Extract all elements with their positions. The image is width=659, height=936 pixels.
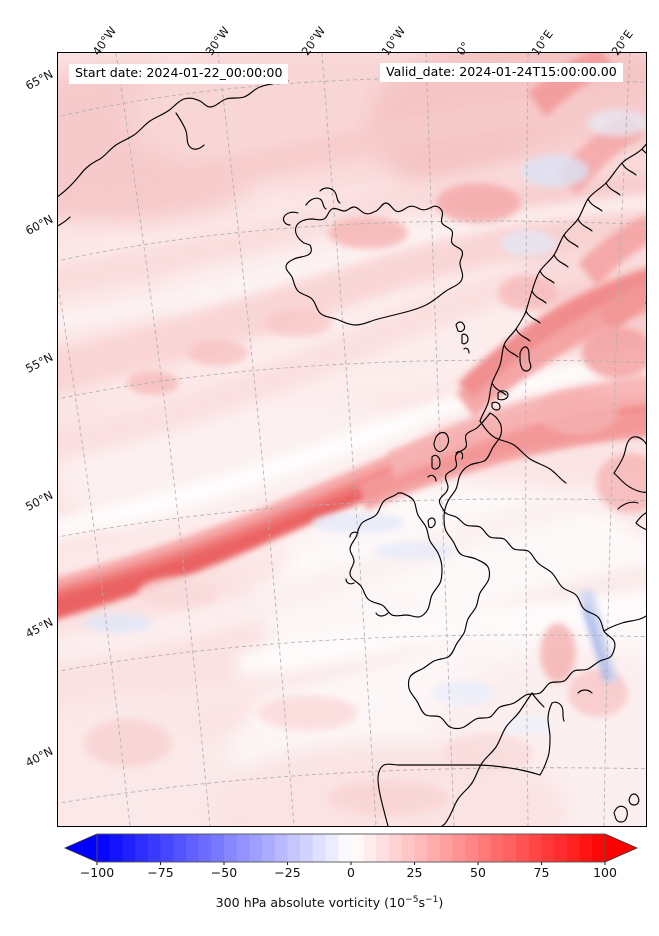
colorbar-segment (376, 834, 390, 862)
colorbar-extend-max-arrow (604, 833, 638, 863)
colorbar-title-units-s: s (418, 895, 426, 911)
colorbar-tick-marks (96, 862, 606, 865)
colorbar-tick-label-0: 0 (347, 865, 355, 880)
colorbar-segment (249, 834, 263, 862)
colorbar-segment (592, 834, 606, 862)
colorbar-segment (160, 834, 174, 862)
colorbar-segment (211, 834, 225, 862)
colorbar-segment (274, 834, 288, 862)
lat-tick-label-40n: 40°N (23, 743, 56, 770)
colorbar-segment (312, 834, 326, 862)
colorbar-segment (236, 834, 250, 862)
colorbar-segment (478, 834, 492, 862)
colorbar-segment (224, 834, 238, 862)
colorbar-segment (351, 834, 365, 862)
colorbar-segment (198, 834, 212, 862)
colorbar-segment (173, 834, 187, 862)
colorbar-tick-label-m50: −50 (210, 865, 238, 880)
lat-tick-label-55n: 55°N (23, 349, 56, 376)
colorbar-segment (97, 834, 111, 862)
lat-tick-label-65n: 65°N (23, 66, 56, 93)
colorbar-segment (427, 834, 441, 862)
colorbar-segment (554, 834, 568, 862)
colorbar-segment (287, 834, 301, 862)
colorbar-segment (135, 834, 149, 862)
colorbar-title-units-base: 10 (389, 895, 406, 911)
vorticity-map (58, 53, 646, 826)
lat-tick-label-60n: 60°N (23, 211, 56, 238)
colorbar-tick-label-75: 75 (533, 865, 550, 880)
colorbar-segment (566, 834, 580, 862)
colorbar-segment (262, 834, 276, 862)
colorbar-segment (122, 834, 136, 862)
colorbar-segment (147, 834, 161, 862)
colorbar-title-exp-2: −1 (425, 895, 439, 905)
colorbar-segment (541, 834, 555, 862)
colorbar-title: 300 hPa absolute vorticity (10−5s−1) (0, 895, 659, 910)
colorbar-segment (300, 834, 314, 862)
colorbar[interactable]: −100 −75 −50 −25 0 25 50 75 100 (57, 833, 645, 880)
colorbar-title-exp-1: −5 (405, 895, 419, 905)
colorbar-segment (452, 834, 466, 862)
colorbar-segment (414, 834, 428, 862)
colorbar-segment (516, 834, 530, 862)
colorbar-segment (401, 834, 415, 862)
colorbar-segment (490, 834, 504, 862)
lat-tick-label-50n: 50°N (23, 487, 56, 514)
colorbar-tick-label-25: 25 (406, 865, 423, 880)
colorbar-tick-label-50: 50 (470, 865, 486, 880)
colorbar-segment (503, 834, 517, 862)
colorbar-segment (579, 834, 593, 862)
map-clip (58, 53, 646, 826)
colorbar-tick-label-m100: −100 (79, 865, 115, 880)
colorbar-swatches (64, 833, 638, 865)
colorbar-segment (363, 834, 377, 862)
colorbar-segment (338, 834, 352, 862)
colorbar-segment (109, 834, 123, 862)
colorbar-segment (465, 834, 479, 862)
lat-tick-label-45n: 45°N (23, 614, 56, 641)
colorbar-title-main: 300 hPa absolute vorticity ( (215, 895, 390, 911)
colorbar-segment (325, 834, 339, 862)
colorbar-tick-label-100: 100 (593, 865, 617, 880)
colorbar-title-close: ) (438, 895, 444, 911)
map-axes[interactable]: Start date: 2024-01-22_00:00:00 Valid_da… (57, 52, 647, 827)
colorbar-tick-label-m25: −25 (274, 865, 301, 880)
colorbar-extend-min-arrow (64, 833, 98, 863)
colorbar-tick-label-m75: −75 (147, 865, 174, 880)
colorbar-segment (439, 834, 453, 862)
colorbar-segment (389, 834, 403, 862)
colorbar-segment-group (97, 834, 606, 862)
colorbar-segment (528, 834, 542, 862)
colorbar-segment (185, 834, 199, 862)
